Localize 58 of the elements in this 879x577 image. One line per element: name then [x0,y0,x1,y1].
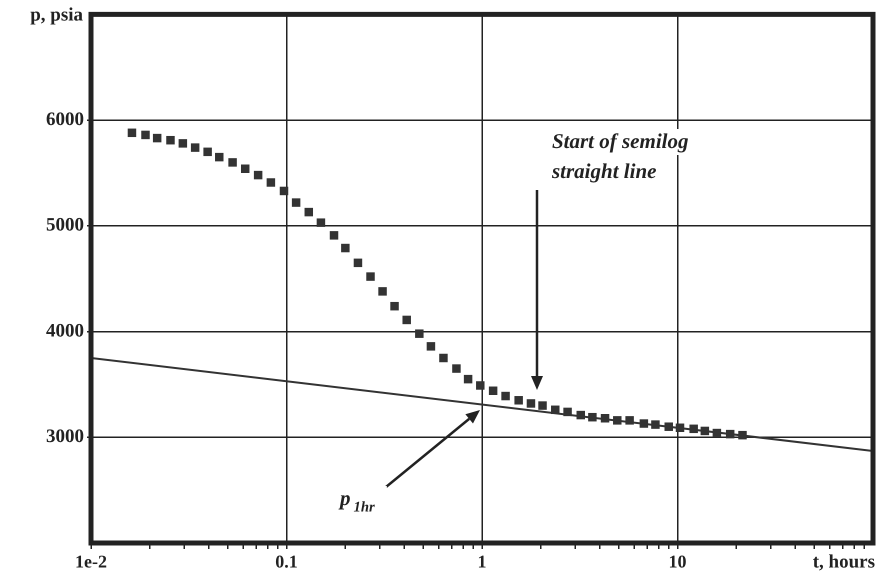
point [178,139,188,148]
point [588,412,597,422]
point [488,386,498,396]
y-tick-label: 4000 [46,320,84,342]
point [152,134,162,142]
point [415,329,424,338]
point [452,364,461,373]
point [254,170,262,180]
point [600,414,610,422]
point [514,396,523,405]
point [689,424,698,434]
point [526,399,536,408]
point [476,381,485,390]
y-axis-title: p, psia [30,4,84,26]
point [354,258,362,268]
point [738,430,747,440]
point [266,178,276,187]
point [651,420,660,429]
point [676,424,684,432]
point [141,130,150,140]
point [613,416,622,425]
point [402,316,411,324]
point [203,148,212,156]
point [551,406,560,414]
y-tick-label: 3000 [46,426,84,448]
point [625,416,634,425]
annotation: Start of semilog straight line [551,129,689,183]
point [439,354,448,362]
point [190,143,200,152]
point [378,287,387,296]
point [215,152,224,162]
point [426,342,436,351]
point [464,374,472,384]
point [712,428,722,438]
point [228,158,237,167]
point [700,426,710,436]
point [240,164,250,173]
point [726,430,734,438]
y-tick-label: 5000 [46,214,84,236]
point [341,244,350,252]
x-axis-title: t, hours [812,551,875,572]
point [501,392,510,400]
y-tick-label: 6000 [46,109,84,130]
point [292,198,300,207]
x-tick-label: 1e-2 [75,551,107,572]
point [664,422,673,431]
x-tick-label: 10 [668,551,686,572]
x-tick-label: 0.1 [275,551,298,572]
point [538,401,547,410]
point [316,218,326,227]
point [390,302,399,310]
point [166,136,175,144]
point [128,128,136,138]
point [366,272,375,281]
point [563,408,572,416]
point [640,419,648,428]
x-tick-label: 1 [478,551,486,572]
point [576,410,585,420]
